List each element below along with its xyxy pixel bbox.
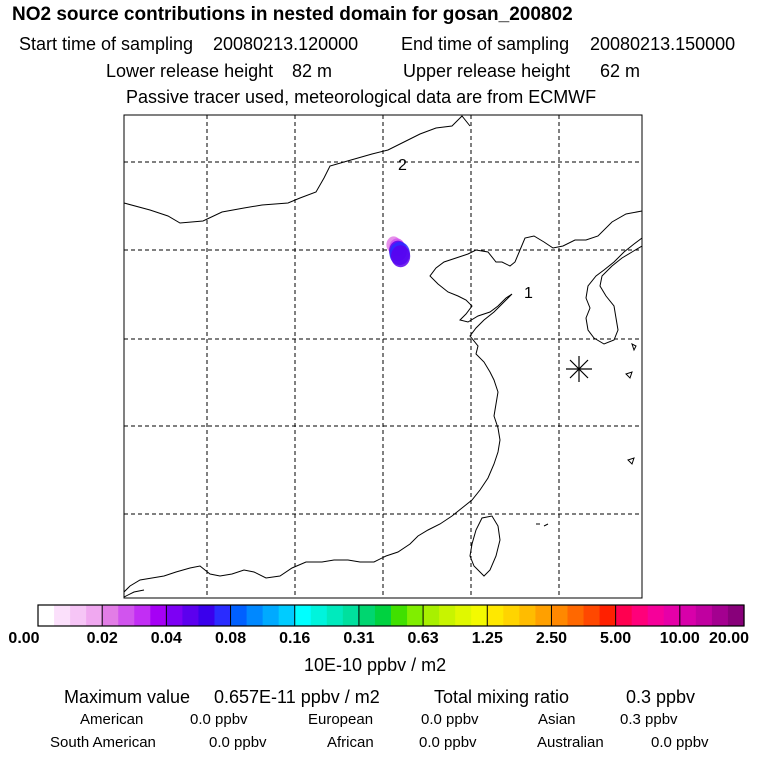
- colorbar-tick-label: 0.04: [150, 630, 182, 647]
- region-european-label: European: [308, 711, 374, 728]
- end-time-value: 20080213.150000: [590, 34, 736, 54]
- colorbar-cell: [38, 605, 55, 626]
- total-mixing-label: Total mixing ratio: [434, 687, 570, 707]
- region-australian-value: 0.0 ppbv: [651, 734, 709, 751]
- colorbar-tick-label: 0.31: [343, 630, 375, 647]
- region-american-value: 0.0 ppbv: [190, 711, 248, 728]
- colorbar-cell: [551, 605, 569, 626]
- colorbar-cell: [246, 605, 264, 626]
- lat-lon-grid: [124, 115, 642, 598]
- colorbar-cell: [631, 605, 649, 626]
- max-value: 0.657E-11 ppbv / m2: [214, 687, 380, 707]
- colorbar-cell: [70, 605, 87, 626]
- colorbar-cell: [679, 605, 697, 626]
- colorbar-cell: [727, 605, 745, 626]
- colorbar-cell: [487, 605, 504, 626]
- colorbar-cell: [663, 605, 681, 626]
- colorbar-tick-label: 0.16: [279, 630, 311, 647]
- colorbar-cell: [262, 605, 280, 626]
- colorbar-cell: [471, 605, 488, 626]
- colorbar-cell: [615, 605, 633, 626]
- upper-release-value: 62 m: [600, 61, 641, 81]
- region-african-value: 0.0 ppbv: [419, 734, 477, 751]
- colorbar-tick-label: 1.25: [471, 630, 503, 647]
- colorbar-cell: [519, 605, 537, 626]
- data-source-note: Passive tracer used, meteorological data…: [126, 87, 597, 107]
- lower-release-label: Lower release height: [106, 61, 274, 81]
- colorbar-units: 10E-10 ppbv / m2: [304, 655, 447, 675]
- colorbar-cell: [503, 605, 520, 626]
- colorbar-cell: [391, 605, 408, 626]
- end-time-label: End time of sampling: [401, 34, 570, 54]
- map-label-2: 2: [398, 157, 407, 174]
- colorbar-cell: [455, 605, 472, 626]
- region-south-american-label: South American: [50, 734, 156, 751]
- colorbar-cell: [294, 605, 312, 626]
- colorbar-cell: [182, 605, 200, 626]
- colorbar-cell: [230, 605, 248, 626]
- colorbar-cell: [647, 605, 665, 626]
- colorbar-tick-label: 20.00: [708, 630, 750, 647]
- colorbar-cell: [310, 605, 328, 626]
- colorbar-tick-label: 2.50: [535, 630, 568, 647]
- region-asian-value: 0.3 ppbv: [620, 711, 678, 728]
- region-african-label: African: [327, 734, 374, 751]
- colorbar-cell: [134, 605, 151, 626]
- plume-cell: [391, 245, 411, 268]
- colorbar-frame: [37, 604, 745, 627]
- colorbar-cell: [342, 605, 360, 626]
- chart-title: NO2 source contributions in nested domai…: [12, 4, 573, 25]
- colorbar-cell: [150, 605, 167, 626]
- colorbar-tick-label: 0.00: [8, 630, 40, 647]
- region-south-american-value: 0.0 ppbv: [209, 734, 267, 751]
- colorbar-tick-label: 0.08: [214, 630, 247, 647]
- colorbar-cell: [214, 605, 232, 626]
- region-asian-label: Asian: [538, 711, 576, 728]
- colorbar-cell: [439, 605, 456, 626]
- colorbar-cell: [407, 605, 424, 626]
- colorbar-cell: [535, 605, 553, 626]
- start-time-value: 20080213.120000: [213, 34, 359, 54]
- start-time-label: Start time of sampling: [19, 34, 194, 54]
- colorbar-cell: [695, 605, 713, 626]
- colorbar-cell: [599, 605, 617, 626]
- colorbar-cell: [374, 605, 392, 626]
- colorbar-cell: [567, 605, 585, 626]
- region-european-value: 0.0 ppbv: [421, 711, 479, 728]
- colorbar-cell: [118, 605, 135, 626]
- colorbar-cell: [102, 605, 119, 626]
- colorbar-cell: [583, 605, 601, 626]
- plume-field: [386, 236, 411, 268]
- coastlines: [124, 115, 642, 598]
- colorbar-cell: [86, 605, 103, 626]
- colorbar-tick-label: 5.00: [600, 630, 632, 647]
- map-label-1: 1: [524, 285, 533, 302]
- colorbar-cell: [711, 605, 729, 626]
- max-value-label: Maximum value: [64, 687, 191, 707]
- receptor-marker: [566, 356, 592, 382]
- region-american-label: American: [80, 711, 144, 728]
- colorbar-cell: [326, 605, 344, 626]
- colorbar-cell: [166, 605, 184, 626]
- upper-release-label: Upper release height: [403, 61, 571, 81]
- total-mixing-value: 0.3 ppbv: [626, 687, 696, 707]
- colorbar-cell: [198, 605, 216, 626]
- region-australian-label: Australian: [537, 734, 604, 751]
- colorbar-tick-label: 0.02: [86, 630, 118, 647]
- colorbar-cell: [54, 605, 71, 626]
- lower-release-value: 82 m: [292, 61, 333, 81]
- colorbar-cell: [278, 605, 296, 626]
- colorbar-cell: [358, 605, 376, 626]
- colorbar-cell: [423, 605, 440, 626]
- colorbar-tick-label: 10.00: [659, 630, 700, 647]
- colorbar-tick-label: 0.63: [407, 630, 439, 647]
